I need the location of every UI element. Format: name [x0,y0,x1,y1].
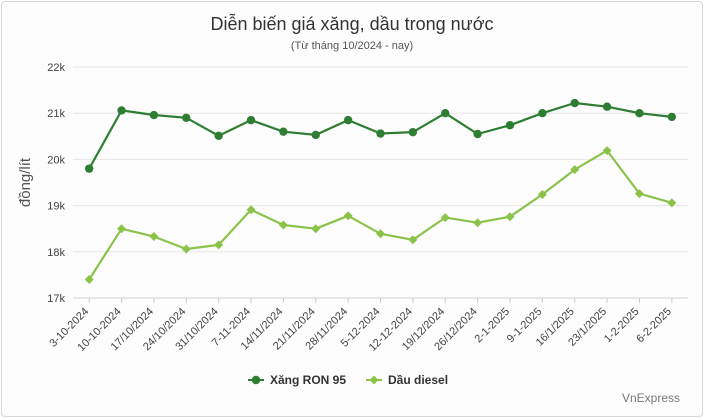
y-tick-label: 22k [47,62,65,74]
data-point-xang-ron95 [505,121,515,130]
data-point-xang-ron95 [635,109,644,118]
legend-label-xang-ron95: Xăng RON 95 [270,373,346,387]
data-point-xang-ron95 [149,110,159,120]
data-point-dau-diesel [214,240,224,250]
data-point-xang-ron95 [473,129,482,139]
data-point-dau-diesel [667,198,677,208]
data-point-xang-ron95 [602,102,612,111]
data-point-dau-diesel [181,244,191,254]
data-point-dau-diesel [117,224,127,234]
data-point-xang-ron95 [246,115,256,125]
legend-marker-dau-diesel [369,375,379,385]
data-point-xang-ron95 [117,106,126,115]
y-axis-label: đồng/lít [17,157,34,207]
data-point-dau-diesel [246,205,256,215]
y-tick-label: 21k [47,108,65,120]
legend-label-dau-diesel: Dầu diesel [388,373,448,387]
data-point-xang-ron95 [667,112,677,122]
y-tick-label: 20k [47,154,65,166]
data-point-dau-diesel [505,212,515,222]
data-point-xang-ron95 [441,109,450,118]
data-point-dau-diesel [602,146,612,156]
chart-title: Diễn biến giá xăng, dầu trong nước [210,14,494,34]
data-point-dau-diesel [343,211,353,221]
data-point-dau-diesel [537,190,547,200]
y-tick-label: 17k [47,293,65,305]
legend-marker-xang-ron95 [251,375,261,385]
chart-subtitle: (Từ tháng 10/2024 - nay) [290,40,414,52]
data-point-xang-ron95 [570,98,579,108]
data-point-xang-ron95 [408,127,418,137]
source-label: VnExpress [621,391,680,405]
data-point-xang-ron95 [343,115,353,125]
data-point-dau-diesel [278,220,288,230]
data-point-dau-diesel [84,275,94,285]
data-point-dau-diesel [376,229,385,239]
data-point-xang-ron95 [182,113,191,123]
y-tick-label: 18k [47,247,65,259]
data-point-dau-diesel [440,213,450,223]
data-point-dau-diesel [634,189,644,199]
data-point-xang-ron95 [214,131,223,141]
data-point-xang-ron95 [279,127,288,136]
x-tick-label: 6-2-2025 [634,306,674,346]
data-point-dau-diesel [408,235,418,245]
data-point-xang-ron95 [84,164,94,173]
data-point-dau-diesel [473,218,483,228]
data-point-xang-ron95 [376,129,385,138]
series-line-dau-diesel [88,149,673,281]
y-tick-label: 19k [47,201,65,213]
data-point-xang-ron95 [538,109,547,118]
data-point-dau-diesel [149,232,159,242]
data-point-dau-diesel [570,165,580,175]
data-point-dau-diesel [311,224,321,234]
data-point-xang-ron95 [311,130,320,140]
